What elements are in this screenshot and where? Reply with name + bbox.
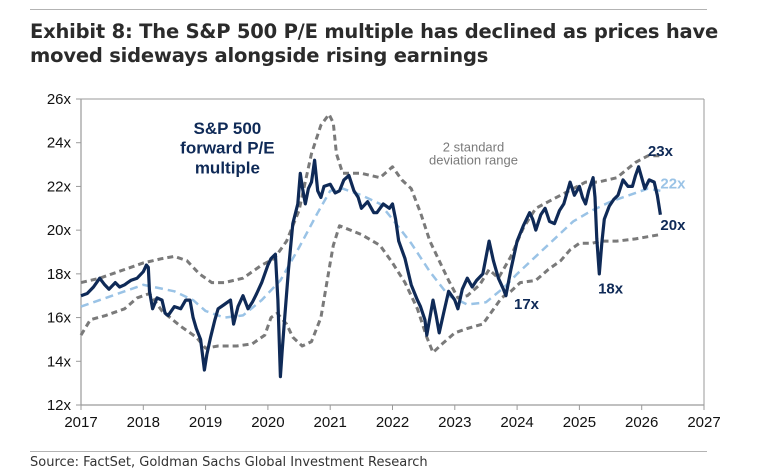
- y-tick-label: 20x: [47, 222, 72, 239]
- annotation-label: 23x: [648, 143, 674, 160]
- x-tick-label: 2026: [625, 414, 658, 431]
- x-tick-label: 2024: [500, 414, 533, 431]
- x-tick-label: 2022: [376, 414, 409, 431]
- pe-series-line: [80, 158, 662, 379]
- y-tick-label: 14x: [47, 353, 72, 370]
- source-note: Source: FactSet, Goldman Sachs Global In…: [30, 455, 428, 470]
- x-tick-label: 2027: [687, 414, 720, 431]
- y-tick-label: 22x: [47, 178, 72, 195]
- y-tick-label: 12x: [47, 397, 72, 414]
- series-layer: [79, 112, 662, 379]
- x-tick-label: 2018: [127, 414, 160, 431]
- annotation-label: 17x: [514, 296, 540, 313]
- annotation-label: 2 standard: [443, 140, 504, 155]
- y-tick-label: 26x: [47, 91, 72, 108]
- y-tick-label: 18x: [47, 266, 72, 283]
- annotation-label: 20x: [660, 217, 686, 234]
- y-tick-label: 24x: [47, 135, 72, 152]
- annotation-label: multiple: [195, 158, 260, 177]
- lower-band-line: [79, 224, 661, 354]
- annotation-label: forward P/E: [180, 139, 274, 158]
- y-tick-label: 16x: [47, 310, 72, 327]
- x-tick-label: 2017: [64, 414, 97, 431]
- annotation-label: 22x: [660, 176, 686, 193]
- upper-band-line: [80, 112, 661, 300]
- axes: 12x 14x 16x 18x 20x 22x 24x 26x 2017 2018 2019 2020…: [47, 91, 721, 431]
- x-tick-label: 2023: [438, 414, 471, 431]
- x-tick-label: 2021: [314, 414, 347, 431]
- annotation-label: 18x: [598, 281, 624, 298]
- annotation-label: deviation range: [429, 153, 518, 168]
- top-rule: [30, 9, 707, 10]
- x-tick-label: 2019: [189, 414, 222, 431]
- x-tick-label: 2020: [251, 414, 284, 431]
- bottom-rule: [30, 451, 707, 452]
- chart-title: Exhibit 8: The S&P 500 P/E multiple has …: [30, 20, 719, 67]
- annotation-label: S&P 500: [194, 119, 262, 138]
- average-series-line: [80, 187, 661, 319]
- x-tick-label: 2025: [563, 414, 596, 431]
